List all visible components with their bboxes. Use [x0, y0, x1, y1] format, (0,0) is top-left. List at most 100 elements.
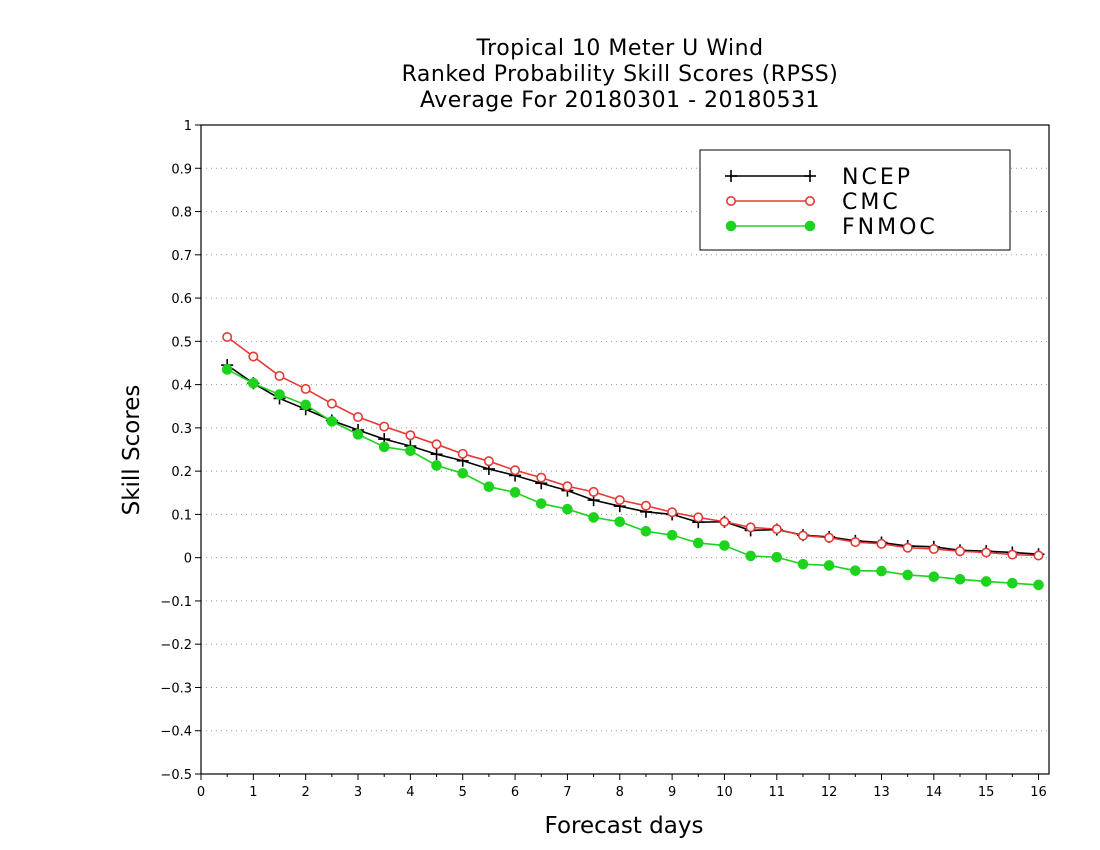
data-point-fnmoc: [666, 529, 678, 541]
data-point-fnmoc: [876, 565, 887, 577]
y-tick-label: 0.4: [171, 379, 192, 394]
legend-item-cmc: CMC: [725, 190, 901, 215]
y-tick-label: −0.4: [160, 725, 192, 740]
x-tick-label: 1: [249, 785, 257, 800]
data-point-cmc: [824, 532, 835, 543]
data-point-fnmoc: [614, 516, 626, 528]
x-tick-label: 12: [821, 785, 838, 800]
data-point-fnmoc: [483, 481, 495, 493]
data-point-fnmoc: [1033, 579, 1044, 591]
data-point-fnmoc: [692, 537, 704, 549]
series-group: [221, 332, 1045, 591]
y-tick-label: 0.3: [171, 422, 192, 437]
data-point-cmc: [222, 332, 233, 343]
data-point-cmc: [928, 544, 939, 555]
data-point-fnmoc: [274, 389, 285, 400]
data-point-fnmoc: [823, 560, 835, 571]
x-tick-label: 11: [769, 785, 786, 800]
y-tick-label: 0.2: [171, 465, 192, 480]
data-point-cmc: [640, 500, 651, 511]
legend-label-ncep: NCEP: [842, 165, 913, 190]
x-tick-label: 8: [616, 785, 624, 800]
series-cmc: [222, 332, 1044, 561]
data-point-cmc: [274, 370, 285, 381]
y-tick-label: 0.6: [171, 292, 192, 307]
data-point-fnmoc: [980, 576, 992, 587]
data-point-cmc: [876, 538, 887, 549]
data-point-fnmoc: [719, 540, 730, 551]
data-point-cmc: [510, 465, 521, 476]
legend-label-fnmoc: FNMOC: [842, 215, 938, 240]
data-point-fnmoc: [352, 429, 364, 440]
data-point-fnmoc: [640, 525, 652, 537]
data-point-fnmoc: [588, 512, 599, 523]
data-point-fnmoc: [850, 565, 861, 576]
legend-marker: [804, 196, 815, 207]
data-point-fnmoc: [326, 416, 338, 427]
data-point-cmc: [300, 383, 311, 394]
y-tick-label: −0.1: [160, 595, 192, 610]
series-line-fnmoc: [226, 368, 1039, 586]
grid-lines: [201, 167, 1049, 732]
y-tick-label: 0.9: [171, 162, 192, 177]
series-ncep: [221, 359, 1045, 561]
chart-title-line-1: Tropical 10 Meter U Wind: [476, 36, 764, 61]
y-axis-label: Skill Scores: [119, 385, 145, 516]
legend-marker: [804, 220, 816, 232]
data-point-cmc: [955, 546, 966, 557]
y-tick-label: −0.5: [160, 768, 192, 783]
data-point-fnmoc: [954, 574, 966, 585]
axis-ticks: −0.5 −0.4 −0.3 −0.2 −0.1 0 0.1 0.2 0.3 0.4 0.5 0.6 0…: [160, 119, 1046, 800]
data-point-fnmoc: [771, 551, 783, 563]
data-point-cmc: [981, 547, 992, 558]
data-point-cmc: [745, 522, 756, 533]
data-point-ncep: [430, 448, 443, 461]
x-tick-label: 9: [668, 785, 676, 800]
series-line-cmc: [226, 336, 1039, 557]
data-point-fnmoc: [248, 378, 259, 389]
data-point-fnmoc: [535, 498, 547, 509]
x-tick-label: 0: [197, 785, 205, 800]
legend-marker: [725, 170, 737, 182]
x-tick-label: 7: [563, 785, 571, 800]
data-point-fnmoc: [457, 467, 469, 479]
chart-title-line-3: Average For 20180301 - 20180531: [419, 88, 821, 113]
y-tick-label: −0.2: [160, 638, 192, 653]
data-point-cmc: [457, 448, 468, 459]
data-point-fnmoc: [300, 399, 311, 411]
data-point-fnmoc: [509, 487, 521, 498]
x-tick-label: 16: [1030, 785, 1047, 800]
x-tick-label: 10: [716, 785, 733, 800]
data-point-fnmoc: [797, 558, 809, 570]
data-point-fnmoc: [221, 364, 233, 375]
chart-title-line-2: Ranked Probability Skill Scores (RPSS): [401, 62, 839, 87]
data-point-fnmoc: [902, 569, 913, 581]
legend-item-ncep: NCEP: [725, 165, 913, 190]
data-point-cmc: [562, 481, 573, 492]
x-tick-label: 5: [459, 785, 467, 800]
data-point-cmc: [405, 430, 416, 441]
data-point-fnmoc: [562, 503, 573, 515]
data-point-cmc: [614, 495, 625, 506]
data-point-fnmoc: [1007, 577, 1018, 589]
x-tick-label: 3: [354, 785, 362, 800]
data-point-cmc: [483, 456, 494, 467]
data-point-cmc: [797, 530, 808, 541]
data-point-fnmoc: [431, 460, 442, 471]
data-point-cmc: [379, 421, 390, 432]
legend-marker: [725, 220, 737, 232]
legend-item-fnmoc: FNMOC: [725, 215, 938, 240]
data-point-fnmoc: [745, 550, 756, 562]
y-tick-label: 0.5: [171, 335, 192, 350]
legend-marker: [725, 196, 736, 207]
data-point-cmc: [1007, 549, 1018, 560]
x-tick-label: 6: [511, 785, 519, 800]
legend-label-cmc: CMC: [842, 190, 901, 215]
plot-frame: [200, 124, 1050, 775]
data-point-cmc: [1033, 550, 1044, 561]
y-tick-label: 1: [184, 119, 192, 134]
legend-marker: [804, 170, 816, 182]
data-point-cmc: [588, 486, 599, 497]
